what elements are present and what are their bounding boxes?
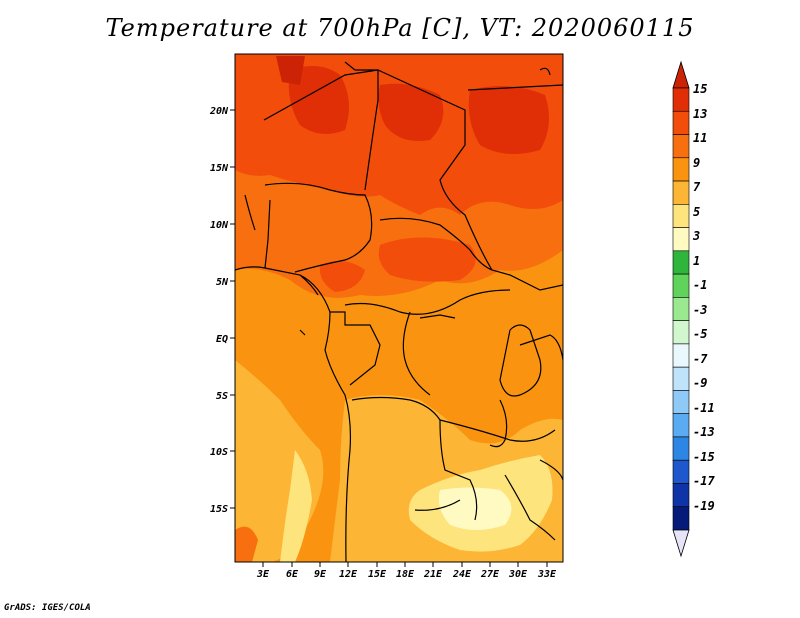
colorbar-label: 1 bbox=[693, 254, 700, 268]
colorbar-label: -1 bbox=[693, 278, 707, 292]
latitude-axis: 20N 15N 10N 5N EQ 5S 10S 15S bbox=[209, 106, 235, 515]
lat-label: 15N bbox=[210, 163, 229, 174]
colorbar-label: -19 bbox=[693, 499, 715, 513]
lon-label: 27E bbox=[480, 569, 500, 580]
lon-label: 6E bbox=[286, 569, 299, 580]
colorbar-label: -11 bbox=[693, 401, 715, 415]
colorbar-label: 11 bbox=[693, 131, 707, 145]
colorbar-swatch bbox=[672, 180, 690, 205]
colorbar-label: -3 bbox=[693, 303, 707, 317]
colorbar-label: 7 bbox=[693, 180, 701, 194]
colorbar-label: -15 bbox=[693, 450, 715, 464]
colorbar-swatch bbox=[672, 134, 690, 159]
lat-label: 5S bbox=[216, 391, 228, 402]
colorbar-swatch bbox=[672, 320, 690, 345]
colorbar-top-arrow bbox=[672, 60, 690, 89]
colorbar-label: 13 bbox=[693, 107, 707, 121]
temperature-field bbox=[235, 54, 563, 562]
lat-label: 5N bbox=[216, 277, 229, 288]
lon-label: 18E bbox=[396, 569, 415, 580]
colorbar-label: -9 bbox=[693, 376, 707, 390]
lat-label: 15S bbox=[210, 504, 228, 515]
colorbar-label: -5 bbox=[693, 327, 707, 341]
colorbar-swatch bbox=[672, 366, 690, 391]
colorbar-swatch bbox=[672, 390, 690, 414]
lat-label: EQ bbox=[216, 334, 228, 345]
lon-label: 30E bbox=[508, 569, 528, 580]
lon-label: 12E bbox=[339, 569, 358, 580]
country-borders bbox=[235, 61, 563, 562]
colorbar-swatch bbox=[672, 204, 690, 228]
colorbar-swatch bbox=[672, 110, 690, 135]
colorbar-label: 3 bbox=[692, 229, 700, 243]
colorbar: 15 13 11 9 7 5 3 1 -1 -3 -5 -7 -9 -11 -1… bbox=[672, 60, 715, 558]
colorbar-swatch bbox=[672, 459, 690, 484]
colorbar-label: -13 bbox=[693, 425, 715, 439]
colorbar-swatch bbox=[672, 343, 690, 368]
colorbar-swatch bbox=[672, 273, 690, 298]
lat-label: 10N bbox=[210, 220, 229, 231]
colorbar-swatch bbox=[672, 250, 690, 275]
grads-credit: GrADS: IGES/COLA bbox=[4, 603, 91, 613]
colorbar-swatch bbox=[672, 483, 690, 508]
colorbar-label: 9 bbox=[693, 156, 700, 170]
colorbar-label: -7 bbox=[693, 352, 708, 366]
lon-label: 15E bbox=[368, 569, 387, 580]
lat-label: 20N bbox=[209, 106, 229, 117]
colorbar-swatch bbox=[672, 297, 690, 321]
colorbar-swatch bbox=[672, 413, 690, 438]
chart-title: Temperature at 700hPa [C], VT: 202006011… bbox=[105, 14, 695, 42]
colorbar-swatch bbox=[672, 436, 690, 461]
colorbar-label: 15 bbox=[693, 82, 707, 96]
colorbar-swatch bbox=[672, 87, 690, 112]
colorbar-bottom-arrow bbox=[672, 529, 690, 558]
lon-label: 24E bbox=[452, 569, 472, 580]
lon-label: 3E bbox=[256, 569, 270, 580]
colorbar-swatch bbox=[672, 506, 690, 531]
colorbar-swatch bbox=[672, 227, 690, 252]
colorbar-label: 5 bbox=[693, 205, 700, 219]
lon-label: 21E bbox=[423, 569, 443, 580]
lon-label: 33E bbox=[537, 569, 557, 580]
longitude-axis: 3E 6E 9E 12E 15E 18E 21E 24E 27E 30E 33E bbox=[256, 562, 557, 580]
colorbar-label: -17 bbox=[693, 474, 715, 488]
colorbar-swatch bbox=[672, 157, 690, 182]
lat-label: 10S bbox=[210, 447, 228, 458]
map-frame bbox=[234, 53, 564, 563]
lon-label: 9E bbox=[314, 569, 327, 580]
